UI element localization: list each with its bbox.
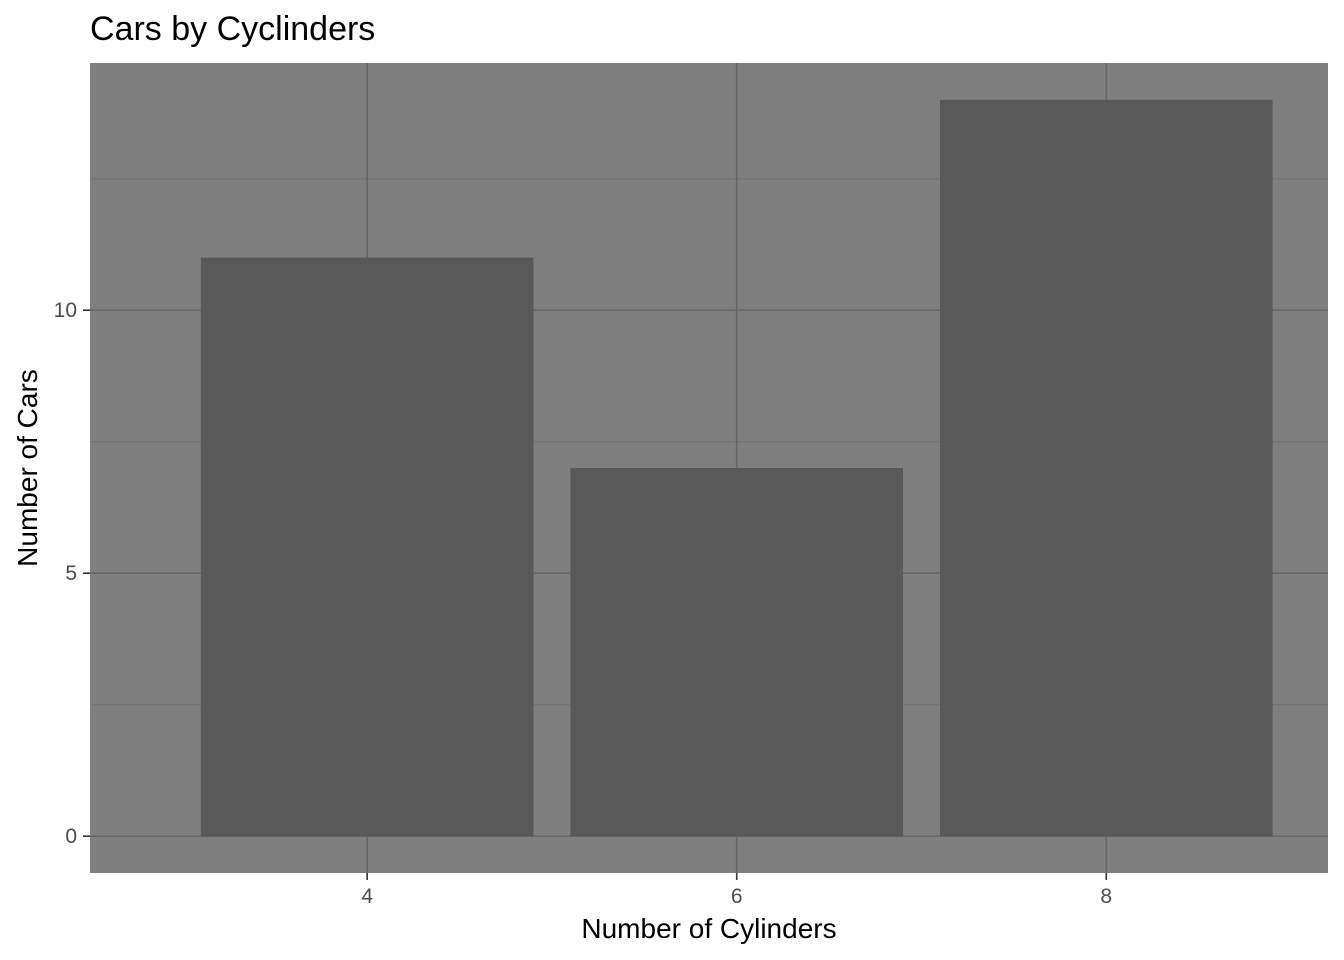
y-axis-ticks: 0 5 10 [54, 299, 90, 848]
chart-title: Cars by Cyclinders [90, 10, 375, 48]
y-axis-title: Number of Cars [12, 369, 43, 567]
x-tick-label: 4 [361, 885, 373, 908]
x-tick-label: 8 [1100, 885, 1112, 908]
y-tick-label: 5 [65, 562, 77, 585]
x-axis-title: Number of Cylinders [581, 913, 836, 944]
bar-group [200, 99, 1273, 837]
bar-cyl-6 [570, 468, 904, 837]
bar-cyl-8 [939, 99, 1273, 837]
x-axis-ticks: 4 6 8 [361, 873, 1112, 908]
x-tick-label: 6 [731, 885, 743, 908]
y-tick-label: 0 [65, 825, 77, 848]
bar-cyl-4 [200, 257, 534, 837]
y-tick-label: 10 [54, 299, 77, 322]
